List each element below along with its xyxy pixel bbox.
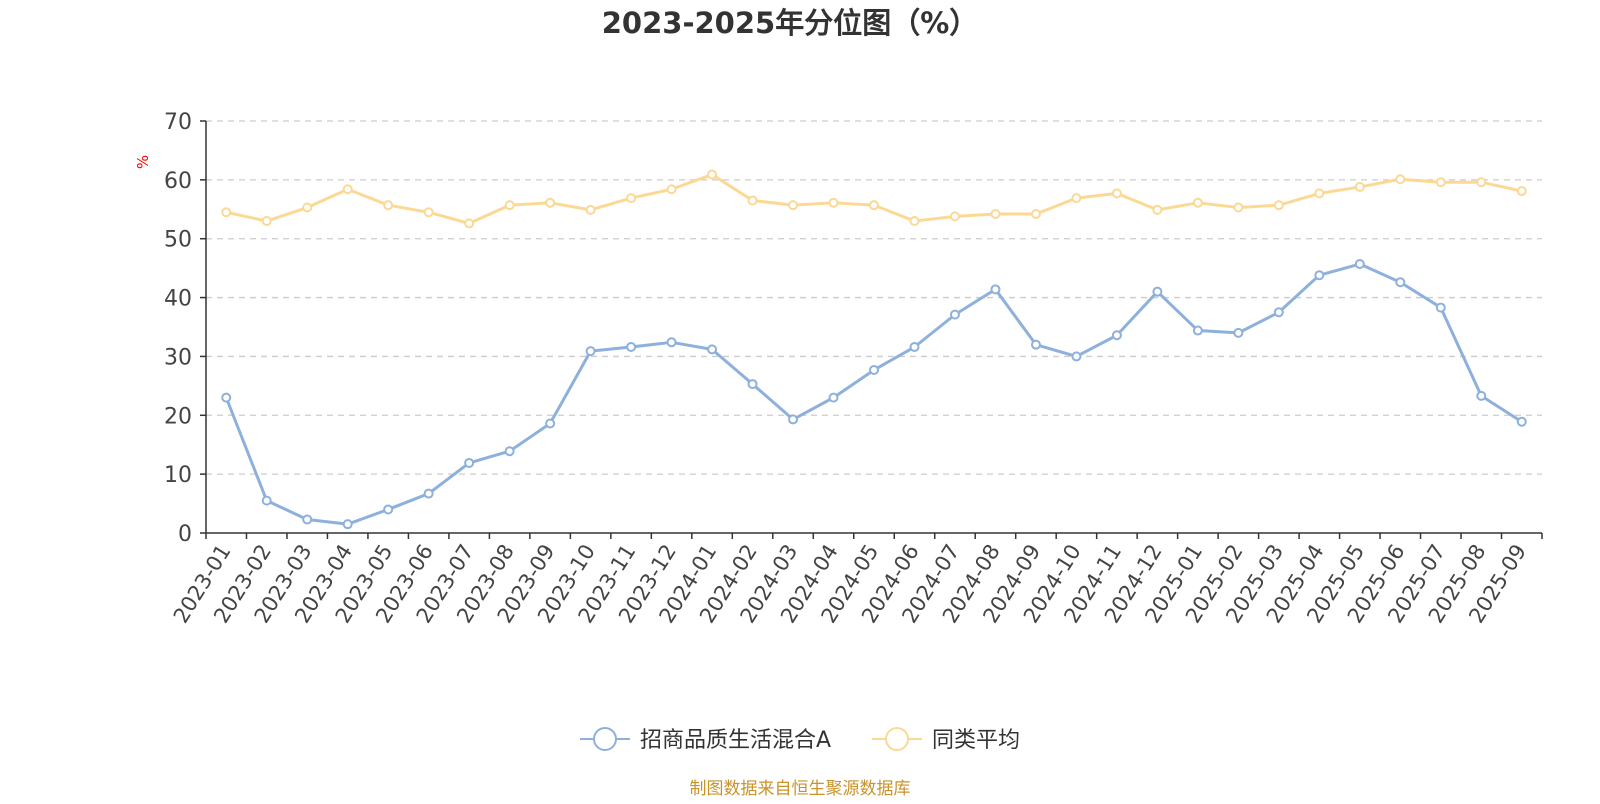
data-point <box>1192 325 1203 336</box>
data-point <box>626 342 637 353</box>
data-point <box>869 364 879 375</box>
data-point <box>1354 181 1365 192</box>
data-point <box>221 392 232 403</box>
y-tick-label: 0 <box>178 522 192 547</box>
data-point <box>1152 286 1163 297</box>
chart-title: 2023-2025年分位图（%） <box>602 6 979 40</box>
data-point <box>666 337 677 348</box>
data-point <box>1233 202 1244 213</box>
y-axis-label: % <box>134 155 152 169</box>
y-tick-label: 70 <box>164 110 192 135</box>
data-point <box>383 504 394 515</box>
data-point <box>545 418 556 429</box>
data-point <box>1273 200 1284 211</box>
data-point <box>302 202 313 213</box>
data-point <box>464 457 475 468</box>
data-point <box>1071 193 1082 204</box>
data-point <box>707 344 718 355</box>
data-point <box>464 218 475 229</box>
data-point <box>1314 270 1325 281</box>
data-point <box>423 207 434 218</box>
data-point <box>788 200 799 211</box>
series-line <box>224 173 1524 225</box>
data-point <box>1111 330 1122 341</box>
data-point <box>869 200 879 211</box>
legend-marker <box>885 727 909 751</box>
data-source-note: 制图数据来自恒生聚源数据库 <box>690 779 911 799</box>
data-point <box>1314 188 1325 199</box>
data-point <box>1233 327 1244 338</box>
y-tick-label: 30 <box>164 345 192 370</box>
data-point <box>1111 188 1122 199</box>
y-tick-label: 60 <box>164 169 192 194</box>
data-point <box>788 414 799 425</box>
data-point <box>585 204 596 215</box>
y-tick-label: 20 <box>164 404 192 429</box>
data-point <box>707 169 718 180</box>
data-point <box>1152 204 1163 215</box>
legend-marker <box>593 727 617 751</box>
data-point <box>1192 197 1203 208</box>
data-point <box>1516 416 1527 427</box>
data-point <box>1030 208 1041 219</box>
legend-label: 招商品质生活混合A <box>640 728 831 753</box>
data-point <box>949 309 960 320</box>
data-point <box>221 207 232 218</box>
data-point <box>828 197 839 208</box>
y-tick-label: 40 <box>164 287 192 312</box>
data-point <box>1435 177 1446 188</box>
data-point <box>585 346 596 357</box>
data-point <box>261 216 272 227</box>
data-point <box>261 495 272 506</box>
series-1 <box>221 169 1527 229</box>
data-point <box>1516 186 1527 197</box>
legend-label: 同类平均 <box>932 728 1020 753</box>
data-point <box>1395 277 1406 288</box>
data-point <box>383 200 394 211</box>
data-point <box>990 208 1001 219</box>
series-0 <box>221 259 1527 530</box>
axes: 0102030405060702023-012023-022023-032023… <box>164 110 1543 627</box>
data-point <box>1395 174 1406 185</box>
data-point <box>423 488 434 499</box>
data-point <box>1476 390 1487 401</box>
y-tick-label: 50 <box>164 228 192 253</box>
data-point <box>504 446 515 457</box>
data-point <box>1071 351 1082 362</box>
data-point <box>828 392 839 403</box>
series-group <box>221 169 1527 530</box>
grid-lines <box>206 120 1542 475</box>
data-point <box>342 519 353 530</box>
data-point <box>342 184 353 195</box>
data-point <box>504 200 515 211</box>
series-line <box>224 262 1524 526</box>
data-point <box>302 514 313 525</box>
data-point <box>1273 307 1284 318</box>
data-point <box>1435 302 1446 313</box>
data-point <box>666 184 677 195</box>
data-point <box>626 193 637 204</box>
data-point <box>909 216 920 227</box>
legend: 招商品质生活混合A 同类平均 <box>580 727 1020 753</box>
data-point <box>1354 259 1365 270</box>
data-point <box>949 211 960 222</box>
data-point <box>909 342 920 353</box>
data-point <box>545 197 556 208</box>
y-tick-label: 10 <box>164 463 192 488</box>
data-point <box>1030 339 1041 350</box>
data-point <box>1476 177 1487 188</box>
legend-item-0: 招商品质生活混合A <box>580 727 831 753</box>
data-point <box>747 379 758 390</box>
legend-item-1: 同类平均 <box>872 727 1020 753</box>
data-point <box>747 195 758 206</box>
data-point <box>990 284 1001 295</box>
